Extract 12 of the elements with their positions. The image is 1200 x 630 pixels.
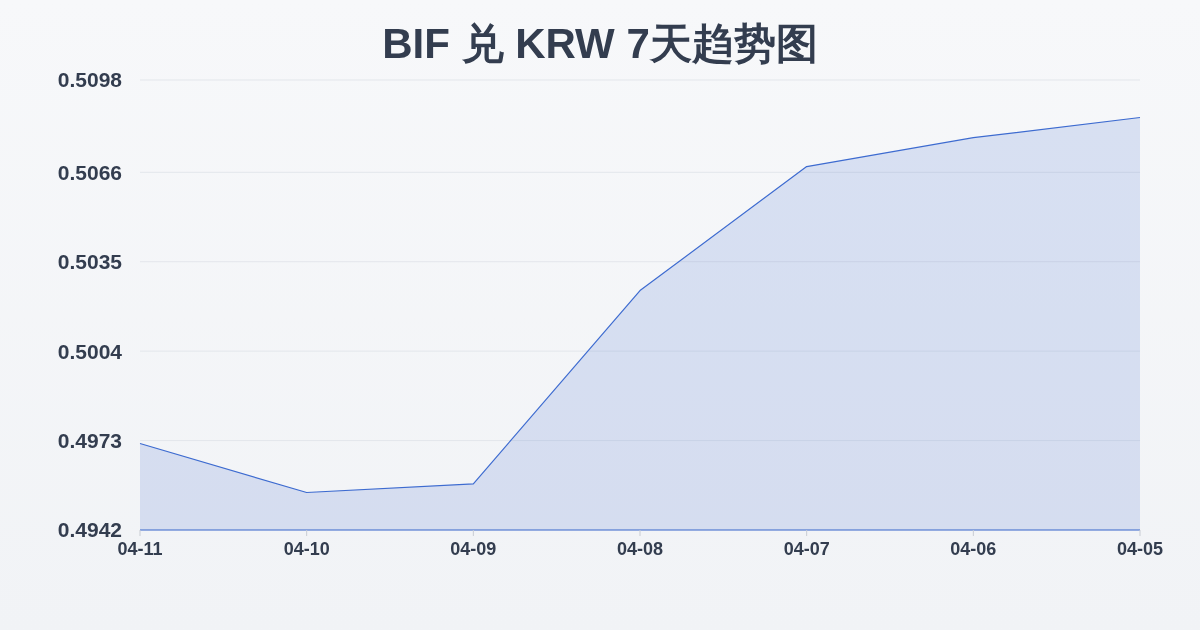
chart-title: BIF 兑 KRW 7天趋势图 — [381, 19, 819, 69]
y-tick-label: 0.5035 — [57, 250, 123, 274]
x-tick-label: 04-08 — [616, 538, 664, 559]
y-tick-label: 0.5004 — [57, 339, 123, 363]
x-tick-label: 04-07 — [783, 538, 830, 559]
y-tick-label: 0.4973 — [57, 429, 122, 453]
y-tick-label: 0.5066 — [57, 160, 122, 184]
x-tick-label: 04-09 — [450, 538, 497, 559]
y-tick-label: 0.5098 — [57, 68, 123, 92]
x-tick-label: 04-06 — [950, 538, 997, 559]
x-tick-label: 04-05 — [1116, 538, 1164, 559]
x-tick-label: 04-10 — [283, 538, 330, 559]
